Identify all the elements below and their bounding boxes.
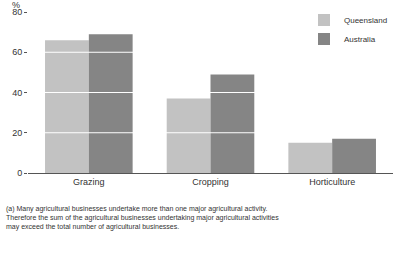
svg-text:20: 20 xyxy=(12,128,22,138)
svg-text:(a) Many agricultural business: (a) Many agricultural businesses underta… xyxy=(6,205,279,231)
svg-text:Horticulture: Horticulture xyxy=(309,177,355,187)
svg-text:0: 0 xyxy=(17,168,22,178)
svg-text:80: 80 xyxy=(12,7,22,17)
svg-text:%: % xyxy=(12,0,20,10)
svg-text:Australia: Australia xyxy=(344,35,376,44)
svg-text:Cropping: Cropping xyxy=(192,177,229,187)
svg-text:Queensland: Queensland xyxy=(344,16,387,25)
svg-text:40: 40 xyxy=(12,88,22,98)
svg-text:60: 60 xyxy=(12,47,22,57)
svg-text:Grazing: Grazing xyxy=(73,177,105,187)
